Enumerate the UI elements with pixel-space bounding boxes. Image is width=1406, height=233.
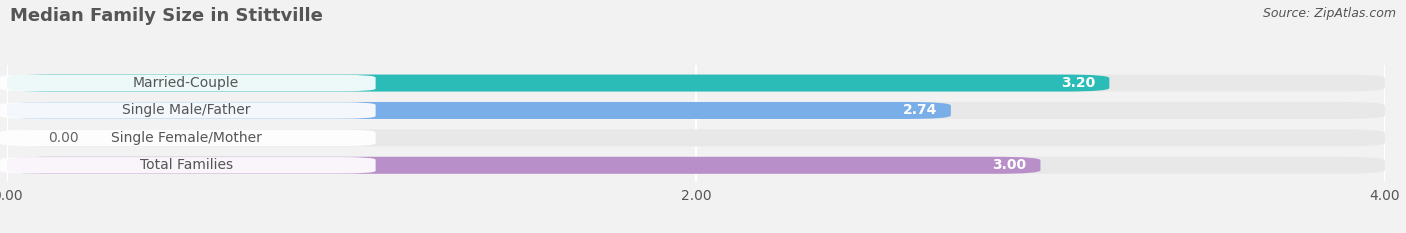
Text: 3.00: 3.00: [993, 158, 1026, 172]
Text: 0.00: 0.00: [48, 131, 79, 145]
FancyBboxPatch shape: [7, 102, 950, 119]
Text: Total Families: Total Families: [139, 158, 233, 172]
Text: 2.74: 2.74: [903, 103, 938, 117]
FancyBboxPatch shape: [7, 129, 1385, 146]
FancyBboxPatch shape: [7, 157, 1040, 174]
Text: Single Male/Father: Single Male/Father: [122, 103, 250, 117]
FancyBboxPatch shape: [0, 102, 375, 119]
Text: Median Family Size in Stittville: Median Family Size in Stittville: [10, 7, 323, 25]
Text: Single Female/Mother: Single Female/Mother: [111, 131, 262, 145]
Text: 3.20: 3.20: [1062, 76, 1095, 90]
Text: Source: ZipAtlas.com: Source: ZipAtlas.com: [1263, 7, 1396, 20]
Text: Married-Couple: Married-Couple: [134, 76, 239, 90]
FancyBboxPatch shape: [0, 130, 375, 146]
FancyBboxPatch shape: [7, 157, 1385, 174]
FancyBboxPatch shape: [0, 75, 375, 91]
FancyBboxPatch shape: [7, 75, 1385, 92]
FancyBboxPatch shape: [7, 75, 1109, 92]
FancyBboxPatch shape: [0, 157, 375, 174]
FancyBboxPatch shape: [7, 102, 1385, 119]
